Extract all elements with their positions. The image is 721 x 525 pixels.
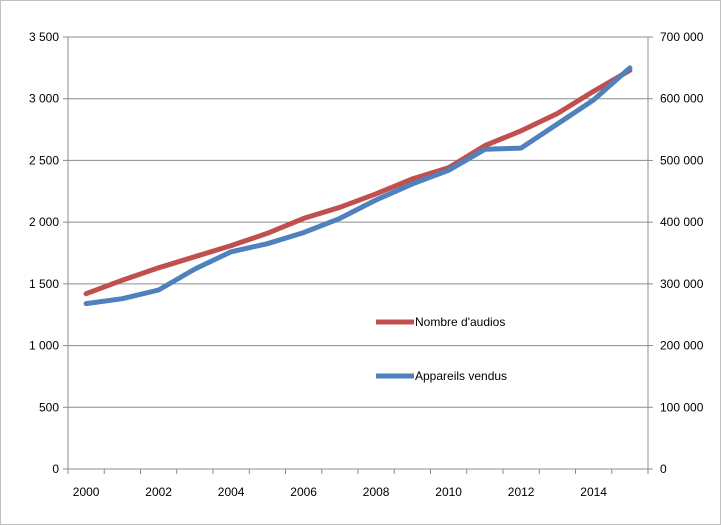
x-tick-label: 2004 bbox=[218, 485, 245, 499]
series-line bbox=[83, 67, 633, 297]
y-right-tick-label: 200 000 bbox=[660, 339, 704, 353]
x-tick-label: 2002 bbox=[145, 485, 172, 499]
y-right-tick-label: 500 000 bbox=[660, 153, 704, 167]
y-right-tick-label: 400 000 bbox=[660, 215, 704, 229]
y-left-tick-label: 1 000 bbox=[29, 339, 59, 353]
y-left-tick-label: 2 500 bbox=[29, 153, 59, 167]
y-left-tick-label: 3 000 bbox=[29, 92, 59, 106]
y-axis-right-ticks: 0 100 000 200 000 300 000 400 000 500 000 600 … bbox=[660, 30, 704, 476]
legend-label: Nombre d'audios bbox=[415, 315, 505, 329]
y-right-tick-label: 100 000 bbox=[660, 400, 704, 414]
y-right-tick-label: 700 000 bbox=[660, 30, 704, 44]
series-line bbox=[83, 65, 633, 307]
y-left-tick-label: 1 500 bbox=[29, 277, 59, 291]
y-right-tick-label: 0 bbox=[660, 462, 667, 476]
axes bbox=[63, 36, 653, 474]
x-tick-label: 2010 bbox=[435, 485, 462, 499]
x-tick-label: 2006 bbox=[290, 485, 317, 499]
x-tick-label: 2000 bbox=[73, 485, 100, 499]
x-axis-ticks: 2000 2002 2004 2006 2008 2010 2012 2014 bbox=[73, 485, 608, 499]
x-tick-label: 2014 bbox=[580, 485, 607, 499]
y-right-tick-label: 600 000 bbox=[660, 92, 704, 106]
x-tick-label: 2008 bbox=[363, 485, 390, 499]
y-left-tick-label: 0 bbox=[52, 462, 59, 476]
gridlines bbox=[68, 36, 648, 408]
y-left-tick-label: 500 bbox=[39, 400, 59, 414]
legend: Nombre d'audios Appareils vendus bbox=[376, 315, 507, 383]
y-axis-left-ticks: 0 500 1 000 1 500 2 000 2 500 3 000 3 500 bbox=[29, 30, 59, 476]
y-left-tick-label: 3 500 bbox=[29, 30, 59, 44]
x-tick-label: 2012 bbox=[508, 485, 535, 499]
y-right-tick-label: 300 000 bbox=[660, 277, 704, 291]
legend-label: Appareils vendus bbox=[415, 369, 507, 383]
series-lines bbox=[83, 65, 633, 307]
y-left-tick-label: 2 000 bbox=[29, 215, 59, 229]
